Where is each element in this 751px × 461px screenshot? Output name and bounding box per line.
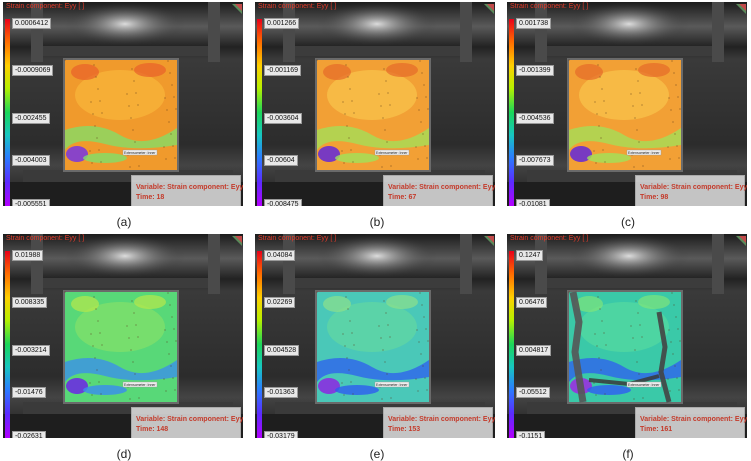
extensometer-label: Extensometer: Inner [628,383,660,387]
colorbar-tick-label: -0.001169 [264,65,302,76]
colorbar-tick-label: 0.0006412 [12,18,52,29]
corner-indicator-icon [736,236,746,246]
strain-header: Strain component: Eyy [ ] [258,235,337,242]
variable-info-box: Variable: Strain component: Eyy Time: 18 [131,175,243,206]
panel-caption: (b) [369,215,385,229]
variable-text: Variable: Strain component: Eyy [388,416,495,423]
time-text: Time: 148 [136,426,169,433]
extensometer-label: Extensometer: Inner [124,151,156,155]
specimen-photo: Extensometer: Inner [507,2,747,206]
time-text: Time: 67 [388,194,417,201]
colorbar-tick-label: -0.002455 [12,113,50,124]
time-text: Time: 98 [640,194,669,201]
colorbar-tick-label: -0.003604 [264,113,302,124]
variable-text: Variable: Strain component: Eyy [640,416,747,423]
panel-caption: (e) [369,447,385,461]
colorbar-tick-label: -0.01476 [12,387,46,398]
colorbar-tick-label: 0.001266 [264,18,300,29]
dic-panel: Extensometer: Inner Strain component: Eyy… [3,234,243,438]
dic-panel: Extensometer: Inner Strain component: Eyy… [255,234,495,438]
time-text: Time: 153 [388,426,421,433]
colorbar-tick-label: -0.03179 [264,431,298,438]
colorbar-tick-label: -0.004536 [516,113,554,124]
colorbar [257,19,262,206]
dic-panel: Extensometer: Inner Strain component: Eyy… [507,234,747,438]
strain-header: Strain component: Eyy [ ] [510,3,589,10]
colorbar [257,251,262,438]
colorbar-tick-label: 0.04084 [264,250,296,261]
colorbar-tick-label: -0.004003 [12,155,50,166]
extensometer-label: Extensometer: Inner [628,151,660,155]
colorbar-tick-label: -0.008475 [264,199,302,206]
colorbar-tick-label: 0.008335 [12,297,48,308]
colorbar-tick-label: -0.01363 [264,387,298,398]
colorbar-tick-label: -0.05512 [516,387,550,398]
colorbar-tick-label: -0.00604 [264,155,298,166]
extensometer-label: Extensometer: Inner [376,151,408,155]
time-text: Time: 18 [136,194,165,201]
panel-caption: (d) [116,447,132,461]
colorbar [5,251,10,438]
specimen-photo: Extensometer: Inner [507,234,747,438]
corner-indicator-icon [736,4,746,14]
colorbar [509,251,514,438]
dic-panel: Extensometer: Inner Strain component: Eyy… [255,2,495,206]
colorbar-tick-label: -0.001399 [516,65,554,76]
panel-caption: (c) [621,215,635,229]
variable-text: Variable: Strain component: Eyy [388,184,495,191]
variable-info-box: Variable: Strain component: Eyy Time: 98 [635,175,747,206]
panel-caption: (a) [116,215,132,229]
panel-caption: (f) [622,447,634,461]
variable-text: Variable: Strain component: Eyy [136,184,243,191]
strain-header: Strain component: Eyy [ ] [510,235,589,242]
colorbar-tick-label: 0.1247 [516,250,544,261]
colorbar-tick-label: 0.01988 [12,250,44,261]
strain-header: Strain component: Eyy [ ] [6,235,85,242]
colorbar-tick-label: 0.02269 [264,297,296,308]
colorbar-tick-label: -0.1151 [516,431,546,438]
corner-indicator-icon [232,4,242,14]
strain-header: Strain component: Eyy [ ] [6,3,85,10]
colorbar-tick-label: -0.003214 [12,345,50,356]
extensometer-label: Extensometer: Inner [124,383,156,387]
variable-text: Variable: Strain component: Eyy [640,184,747,191]
time-text: Time: 161 [640,426,673,433]
corner-indicator-icon [484,236,494,246]
colorbar-tick-label: 0.06476 [516,297,548,308]
colorbar-tick-label: 0.004528 [264,345,300,356]
colorbar-tick-label: -0.007673 [516,155,554,166]
colorbar-tick-label: -0.02631 [12,431,46,438]
corner-indicator-icon [484,4,494,14]
colorbar-tick-label: -0.01081 [516,199,550,206]
colorbar [509,19,514,206]
colorbar [5,19,10,206]
corner-indicator-icon [232,236,242,246]
dic-panel: Extensometer: Inner Strain component: Eyy… [3,2,243,206]
dic-panel: Extensometer: Inner Strain component: Eyy… [507,2,747,206]
colorbar-tick-label: -0.005551 [12,199,50,206]
variable-info-box: Variable: Strain component: Eyy Time: 161 [635,407,747,438]
colorbar-tick-label: 0.004817 [516,345,552,356]
colorbar-tick-label: -0.0009069 [12,65,54,76]
variable-text: Variable: Strain component: Eyy [136,416,243,423]
variable-info-box: Variable: Strain component: Eyy Time: 153 [383,407,495,438]
strain-header: Strain component: Eyy [ ] [258,3,337,10]
specimen-photo: Extensometer: Inner [255,2,495,206]
variable-info-box: Variable: Strain component: Eyy Time: 148 [131,407,243,438]
extensometer-label: Extensometer: Inner [376,383,408,387]
colorbar-tick-label: 0.001738 [516,18,552,29]
variable-info-box: Variable: Strain component: Eyy Time: 67 [383,175,495,206]
